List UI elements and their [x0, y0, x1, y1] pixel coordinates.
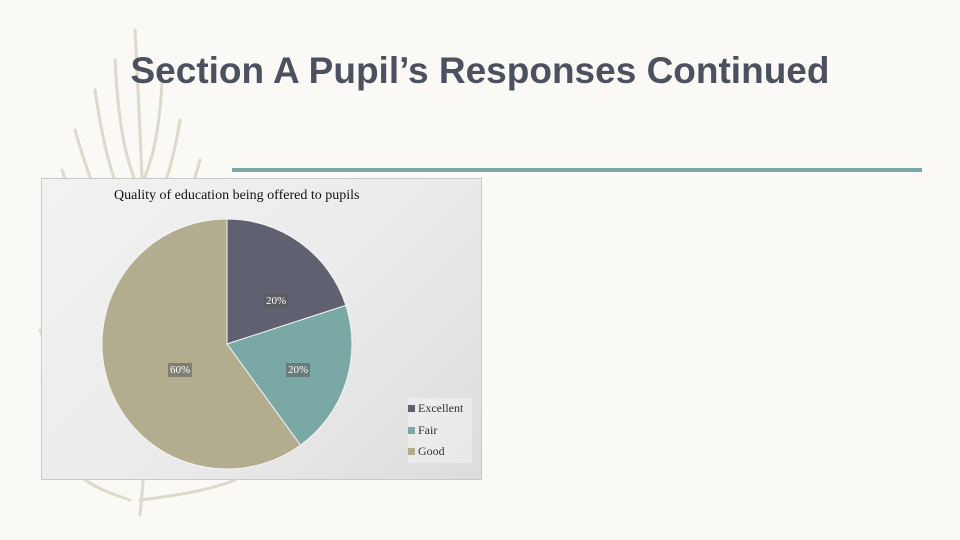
pie-slice-good	[101, 218, 302, 470]
legend-swatch	[408, 426, 415, 434]
legend-label: Fair	[418, 422, 438, 437]
legend-label: Excellent	[418, 401, 464, 416]
slide-title: Section A Pupil’s Responses Continued	[130, 50, 830, 91]
legend-item-fair: Fair	[408, 420, 472, 442]
legend-item-excellent: Excellent	[408, 398, 472, 420]
legend-label: Good	[418, 444, 445, 459]
chart-legend: Excellent Fair Good	[408, 398, 472, 463]
legend-swatch	[408, 405, 415, 413]
title-rule	[232, 168, 922, 172]
pie-slice-excellent	[226, 218, 347, 345]
data-label-good: 60%	[168, 363, 193, 377]
data-label-excellent: 20%	[264, 294, 289, 308]
legend-item-good: Good	[408, 441, 472, 463]
chart-area: Quality of education being offered to pu…	[41, 178, 482, 480]
chart-title: Quality of education being offered to pu…	[114, 188, 360, 203]
legend-swatch	[408, 448, 415, 456]
data-label-fair: 20%	[286, 363, 311, 377]
